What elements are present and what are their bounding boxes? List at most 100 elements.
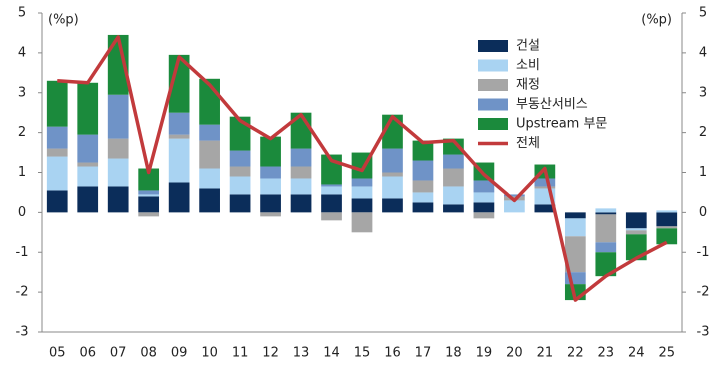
bar bbox=[199, 188, 220, 213]
y-tick-label: -3 bbox=[16, 325, 29, 340]
legend-label: 전체 bbox=[516, 136, 540, 151]
y-tick-label: 1 bbox=[18, 165, 26, 180]
x-tick-label: 13 bbox=[293, 346, 310, 361]
bar bbox=[595, 212, 617, 215]
x-tick-label: 14 bbox=[323, 346, 340, 361]
bar bbox=[107, 138, 129, 159]
bar bbox=[138, 212, 160, 217]
x-tick-label: 11 bbox=[232, 346, 249, 361]
total-line bbox=[57, 35, 668, 302]
legend-swatch bbox=[478, 40, 508, 52]
bar bbox=[138, 194, 160, 197]
y-tick-label: -1 bbox=[16, 245, 29, 260]
x-tick-label: 12 bbox=[262, 346, 279, 361]
bar bbox=[199, 124, 220, 141]
legend-label: 재정 bbox=[516, 78, 540, 93]
bar bbox=[412, 140, 434, 161]
legend-swatch bbox=[478, 79, 508, 91]
bar bbox=[260, 178, 281, 195]
bar bbox=[625, 230, 647, 235]
bar bbox=[534, 204, 556, 213]
legend-label: Upstream 부문 bbox=[516, 117, 607, 132]
legend-swatch bbox=[478, 98, 508, 111]
y-tick-label: -2 bbox=[16, 285, 29, 300]
bar bbox=[321, 186, 342, 195]
x-tick-label: 24 bbox=[628, 346, 645, 361]
bar bbox=[534, 178, 556, 187]
bar bbox=[260, 166, 281, 179]
bar bbox=[77, 186, 99, 213]
bar bbox=[321, 194, 342, 213]
bar bbox=[46, 148, 68, 157]
bar bbox=[107, 186, 129, 213]
bar bbox=[321, 184, 342, 187]
legend-label: 부동산서비스 bbox=[516, 97, 588, 112]
bar bbox=[412, 180, 434, 193]
y-tick-label: 4 bbox=[18, 45, 26, 60]
y2-tick-label: -2 bbox=[697, 285, 710, 300]
bar bbox=[443, 154, 464, 169]
bar bbox=[77, 134, 99, 163]
x-tick-label: 15 bbox=[354, 346, 371, 361]
x-tick-label: 23 bbox=[598, 346, 615, 361]
x-tick-label: 07 bbox=[110, 346, 127, 361]
bar bbox=[595, 242, 617, 253]
bar bbox=[473, 212, 495, 219]
bar bbox=[564, 236, 586, 273]
bar bbox=[107, 158, 129, 187]
y2-unit: (%p) bbox=[641, 13, 672, 28]
bar bbox=[656, 226, 678, 229]
bar bbox=[351, 186, 373, 199]
bar bbox=[504, 194, 525, 197]
bar bbox=[290, 112, 312, 149]
bar bbox=[290, 178, 312, 195]
bar bbox=[46, 80, 68, 127]
bar bbox=[168, 112, 190, 135]
legend-label: 소비 bbox=[516, 58, 540, 73]
bar bbox=[77, 162, 99, 167]
bar bbox=[260, 136, 281, 167]
bar bbox=[564, 218, 586, 237]
bar bbox=[107, 94, 129, 139]
bar bbox=[656, 210, 678, 213]
legend-swatch bbox=[478, 59, 508, 72]
bar bbox=[595, 208, 617, 213]
x-tick-label: 05 bbox=[49, 346, 66, 361]
bar bbox=[473, 202, 495, 213]
bar bbox=[138, 190, 160, 195]
x-tick-label: 17 bbox=[415, 346, 432, 361]
bar bbox=[443, 168, 464, 187]
bar bbox=[229, 150, 251, 167]
bar bbox=[473, 192, 495, 203]
bar bbox=[443, 204, 464, 213]
x-tick-label: 20 bbox=[506, 346, 523, 361]
bar bbox=[107, 34, 129, 95]
y2-tick-label: -1 bbox=[697, 245, 710, 260]
bar bbox=[656, 228, 678, 245]
bar bbox=[168, 138, 190, 183]
x-tick-label: 08 bbox=[140, 346, 157, 361]
bar bbox=[473, 180, 495, 193]
bar bbox=[595, 214, 617, 243]
x-tick-label: 09 bbox=[171, 346, 188, 361]
bar bbox=[564, 212, 586, 219]
x-tick-label: 06 bbox=[79, 346, 96, 361]
y2-tick-label: -3 bbox=[697, 325, 710, 340]
bar bbox=[138, 168, 160, 191]
bar bbox=[443, 186, 464, 205]
bar bbox=[168, 134, 190, 139]
bar bbox=[77, 166, 99, 187]
y-tick-label: 3 bbox=[18, 85, 26, 100]
bar bbox=[504, 200, 525, 213]
y-tick-label: 0 bbox=[18, 205, 26, 220]
bar bbox=[290, 148, 312, 167]
x-tick-label: 10 bbox=[201, 346, 218, 361]
bar bbox=[290, 194, 312, 213]
y2-tick-label: 1 bbox=[699, 165, 707, 180]
bar bbox=[290, 166, 312, 179]
bar bbox=[229, 176, 251, 195]
bar bbox=[656, 212, 678, 227]
bar bbox=[46, 126, 68, 149]
bar bbox=[382, 176, 403, 199]
bar bbox=[564, 272, 586, 285]
